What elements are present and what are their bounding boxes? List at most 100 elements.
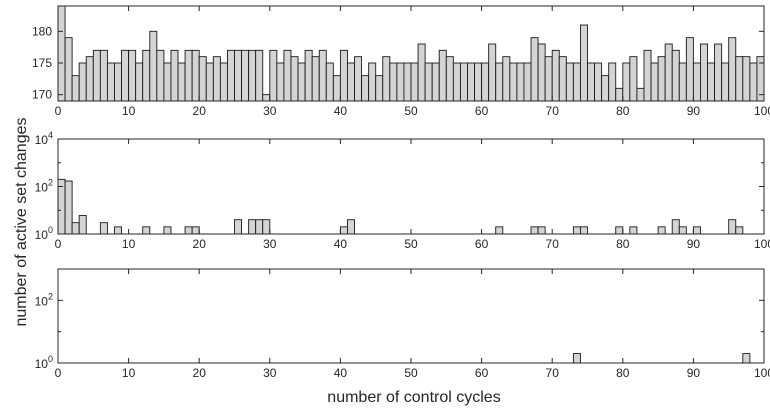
bar [347, 219, 355, 234]
y-tick-label: 100 [35, 225, 53, 242]
bar [255, 49, 264, 101]
bar [650, 62, 659, 101]
bar [99, 49, 108, 101]
bar [544, 56, 553, 101]
bar [58, 6, 66, 101]
bar [389, 62, 398, 101]
bar [262, 94, 271, 101]
bar [629, 56, 638, 101]
x-tick-label: 50 [404, 104, 418, 118]
bar [234, 219, 243, 234]
bar [361, 75, 370, 101]
bar [64, 37, 73, 101]
x-tick-label: 70 [546, 366, 560, 380]
x-tick-label: 80 [616, 366, 630, 380]
x-tick-label: 100 [754, 104, 770, 118]
bar [495, 62, 504, 101]
x-tick-label: 40 [334, 237, 348, 251]
bar [99, 222, 108, 234]
bar [551, 49, 560, 101]
x-tick-label: 80 [616, 237, 630, 251]
bar [417, 43, 426, 101]
bars-1 [58, 6, 764, 101]
bar [304, 49, 313, 101]
bar [431, 62, 440, 101]
x-tick-label: 100 [754, 237, 770, 251]
bar [262, 219, 271, 234]
bar [523, 62, 532, 101]
bar [142, 49, 151, 101]
bar [445, 56, 454, 101]
chart-panel-2: 0 10 20 30 40 50 60 70 80 90 100 100 102 104 [35, 130, 770, 251]
bar [678, 62, 687, 101]
bar [375, 75, 384, 101]
bar [191, 49, 200, 101]
bars-2 [58, 178, 744, 234]
bar [749, 62, 758, 101]
bar [156, 49, 165, 101]
y-tick-label: 175 [32, 56, 52, 70]
x-tick-label: 20 [193, 237, 207, 251]
bar [488, 43, 497, 101]
bar [735, 226, 744, 234]
bar [728, 37, 737, 101]
bar [700, 43, 708, 101]
bar [212, 56, 221, 101]
x-tick-label: 0 [55, 237, 62, 251]
bar [579, 24, 588, 101]
bar [163, 62, 172, 101]
bar [354, 56, 363, 101]
bar [685, 37, 694, 101]
bar [85, 56, 94, 101]
bar [467, 62, 475, 101]
bar [572, 226, 581, 234]
bar [269, 49, 278, 101]
y-tick-label: 102 [35, 178, 53, 195]
x-tick-label: 80 [616, 104, 630, 118]
bar [71, 75, 80, 101]
y-tick-label: 104 [35, 130, 53, 147]
bar [283, 49, 292, 101]
chart-panel-3: 0 10 20 30 40 50 60 70 80 90 100 100 102 [35, 268, 770, 380]
bar [205, 62, 214, 101]
bar [339, 226, 348, 234]
y-axis-label: number of active set changes [13, 117, 30, 326]
bar [572, 62, 581, 101]
x-tick-label: 0 [55, 104, 62, 118]
bar [742, 353, 751, 363]
bar [121, 49, 130, 101]
x-tick-label: 20 [193, 366, 207, 380]
bar [219, 62, 228, 101]
bar [170, 49, 179, 101]
bar [184, 226, 193, 234]
bar [756, 56, 764, 101]
bar [643, 49, 652, 101]
bar [692, 226, 701, 234]
bar [318, 49, 327, 101]
bar [149, 30, 158, 101]
plot-area-2 [58, 139, 764, 234]
bar [721, 62, 730, 101]
bar [502, 56, 511, 101]
x-tick-label: 30 [263, 104, 277, 118]
bar [735, 56, 744, 101]
bar [587, 62, 596, 101]
bar [608, 62, 617, 101]
y-tick-label: 170 [32, 88, 52, 102]
x-tick-label: 0 [55, 366, 62, 380]
bar [664, 43, 673, 101]
bar [481, 62, 490, 101]
bar [325, 62, 334, 101]
x-tick-label: 60 [475, 104, 489, 118]
bar [92, 49, 101, 101]
bar [615, 226, 624, 234]
bar [135, 62, 144, 101]
bar [438, 49, 447, 101]
bar [692, 62, 701, 101]
bar [290, 56, 299, 101]
bar [403, 62, 412, 101]
bar [382, 56, 391, 101]
bar [579, 226, 588, 234]
